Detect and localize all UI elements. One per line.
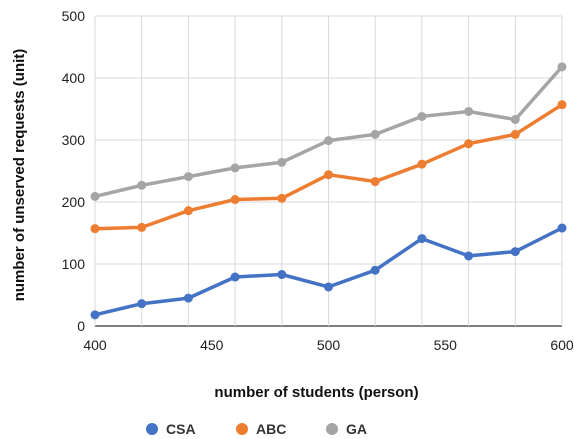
- data-point-ga: [230, 163, 240, 173]
- legend: CSA ABC GA: [146, 421, 367, 437]
- y-tick-label: 300: [62, 132, 86, 148]
- legend-item-abc: ABC: [236, 421, 286, 437]
- legend-item-csa: CSA: [146, 421, 196, 437]
- data-point-abc: [370, 177, 380, 187]
- data-point-ga: [557, 62, 567, 72]
- x-axis-title: number of students (person): [214, 384, 418, 401]
- data-point-ga: [277, 157, 287, 167]
- data-point-ga: [324, 136, 333, 146]
- legend-marker-ga: [326, 423, 338, 435]
- data-point-csa: [370, 265, 380, 275]
- data-point-ga: [370, 129, 380, 139]
- data-point-abc: [324, 170, 333, 180]
- data-point-abc: [464, 139, 474, 149]
- data-point-csa: [90, 310, 100, 320]
- data-point-abc: [277, 193, 287, 203]
- data-point-abc: [230, 195, 240, 205]
- data-point-abc: [183, 206, 193, 216]
- data-point-ga: [417, 111, 427, 121]
- y-tick-label: 400: [62, 70, 86, 86]
- data-point-ga: [90, 191, 100, 201]
- series-abc: [90, 100, 567, 234]
- data-point-ga: [183, 172, 193, 182]
- legend-marker-csa: [146, 423, 158, 435]
- data-point-csa: [510, 247, 520, 257]
- data-point-csa: [230, 272, 240, 282]
- x-tick-label: 450: [200, 337, 224, 353]
- y-tick-label: 200: [62, 194, 86, 210]
- data-point-csa: [417, 234, 427, 244]
- data-point-csa: [464, 251, 474, 261]
- legend-item-ga: GA: [326, 421, 367, 437]
- x-tick-label: 600: [550, 337, 574, 353]
- series-ga: [90, 62, 567, 201]
- legend-label-ga: GA: [346, 421, 367, 437]
- data-point-csa: [183, 293, 193, 303]
- series-csa: [90, 223, 567, 320]
- data-point-ga: [137, 180, 147, 190]
- data-point-csa: [557, 223, 567, 233]
- data-point-abc: [510, 129, 520, 139]
- y-tick-label: 100: [62, 256, 86, 272]
- data-point-csa: [137, 299, 147, 309]
- series-layer: [90, 62, 567, 320]
- y-axis-title: number of unserved requests (unit): [11, 49, 28, 302]
- x-tick-label: 400: [83, 337, 107, 353]
- data-point-abc: [90, 224, 100, 234]
- legend-marker-abc: [236, 423, 248, 435]
- data-point-ga: [510, 115, 520, 125]
- data-point-abc: [417, 159, 427, 169]
- y-tick-label: 500: [62, 8, 86, 24]
- x-tick-label: 500: [317, 337, 341, 353]
- data-point-ga: [464, 106, 474, 116]
- y-tick-label: 0: [77, 318, 85, 334]
- x-tick-label: 550: [434, 337, 458, 353]
- y-axis: 0 100 200 300 400 500: [62, 8, 86, 334]
- legend-label-csa: CSA: [166, 421, 196, 437]
- x-axis: 400 450 500 550 600: [83, 337, 574, 353]
- legend-label-abc: ABC: [256, 421, 286, 437]
- data-point-csa: [277, 270, 287, 280]
- data-point-csa: [324, 282, 333, 292]
- data-point-abc: [557, 100, 567, 110]
- data-point-abc: [137, 222, 147, 232]
